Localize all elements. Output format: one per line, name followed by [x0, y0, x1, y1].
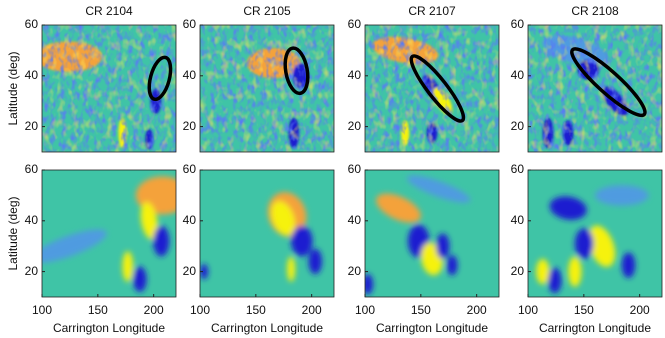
y-tick-label: 60 [183, 17, 197, 31]
blob [595, 185, 649, 206]
y-tick-label: 40 [183, 213, 197, 227]
x-axis-label: Carrington Longitude [376, 321, 488, 335]
heatmap [528, 25, 662, 152]
x-tick-label: 150 [574, 303, 594, 317]
x-tick-label: 150 [411, 303, 431, 317]
x-tick-label: 200 [630, 303, 650, 317]
blobs [365, 175, 471, 295]
frame [527, 169, 663, 298]
blob [140, 201, 158, 240]
blob [588, 225, 616, 267]
y-axis-label: Latitude (deg) [6, 196, 20, 270]
x-tick-label: 100 [32, 303, 52, 317]
blob [153, 225, 170, 257]
frame [41, 169, 177, 298]
panel-title: CR 2104 [85, 4, 133, 18]
y-tick-label: 60 [511, 17, 525, 31]
blobs [42, 176, 176, 292]
frame [364, 24, 500, 153]
x-axis-label: Carrington Longitude [53, 321, 165, 335]
frame [364, 169, 500, 298]
y-tick-label: 60 [348, 17, 362, 31]
blob [42, 229, 107, 263]
frame [41, 24, 177, 153]
heatmap [528, 170, 662, 297]
contour [283, 46, 310, 96]
panel-title: CR 2107 [408, 4, 456, 18]
x-tick-label: 200 [144, 303, 164, 317]
frame [527, 24, 663, 153]
y-tick-label: 40 [348, 68, 362, 82]
y-tick-label: 60 [511, 162, 525, 176]
frame [199, 169, 335, 298]
noise [365, 25, 499, 152]
blob [291, 225, 313, 257]
blob [133, 266, 147, 292]
heatmap [200, 170, 334, 297]
heatmap [365, 170, 499, 297]
heatmap [42, 170, 176, 297]
blob [536, 258, 550, 285]
x-tick-label: 150 [88, 303, 108, 317]
y-tick-label: 20 [183, 119, 197, 133]
blob [365, 274, 374, 295]
x-axis-label: Carrington Longitude [211, 321, 323, 335]
blob [308, 248, 322, 275]
y-tick-label: 40 [348, 213, 362, 227]
blob [621, 252, 636, 278]
blob [574, 228, 594, 259]
y-tick-label: 20 [348, 264, 362, 278]
y-tick-label: 40 [183, 68, 197, 82]
x-tick-label: 200 [467, 303, 487, 317]
blob [549, 196, 587, 220]
noise [528, 25, 662, 152]
blob [548, 267, 562, 294]
y-tick-label: 60 [25, 162, 39, 176]
blobs [536, 185, 649, 294]
x-tick-label: 150 [246, 303, 266, 317]
y-tick-label: 40 [511, 68, 525, 82]
x-tick-label: 100 [518, 303, 538, 317]
y-tick-label: 60 [25, 17, 39, 31]
y-tick-label: 60 [348, 162, 362, 176]
x-tick-label: 100 [355, 303, 375, 317]
blob [122, 251, 134, 282]
y-tick-label: 20 [511, 119, 525, 133]
y-tick-label: 20 [348, 119, 362, 133]
x-tick-label: 100 [190, 303, 210, 317]
y-tick-label: 60 [183, 162, 197, 176]
heatmap [200, 25, 334, 152]
noise [42, 25, 176, 152]
blob [200, 263, 209, 280]
y-tick-label: 20 [25, 264, 39, 278]
y-tick-label: 20 [25, 119, 39, 133]
heatmap-bg [200, 170, 334, 297]
panel-title: CR 2105 [243, 4, 291, 18]
frame [199, 24, 335, 153]
y-axis-label: Latitude (deg) [6, 51, 20, 125]
panel-title: CR 2108 [571, 4, 619, 18]
heatmap [365, 25, 499, 152]
blob [407, 175, 471, 203]
y-tick-label: 40 [25, 68, 39, 82]
x-tick-label: 200 [302, 303, 322, 317]
contour [570, 47, 647, 118]
y-tick-label: 40 [25, 213, 39, 227]
y-tick-label: 20 [183, 264, 197, 278]
blob [436, 233, 450, 259]
heatmap [42, 25, 176, 152]
blob [446, 255, 458, 276]
blob [287, 256, 296, 282]
y-tick-label: 40 [511, 213, 525, 227]
blob [376, 193, 421, 223]
x-axis-label: Carrington Longitude [539, 321, 651, 335]
blob [568, 256, 582, 287]
y-tick-label: 20 [511, 264, 525, 278]
contour [147, 55, 173, 102]
noise [200, 25, 334, 152]
contour [409, 54, 466, 123]
blob [271, 201, 295, 236]
blobs [200, 192, 322, 282]
